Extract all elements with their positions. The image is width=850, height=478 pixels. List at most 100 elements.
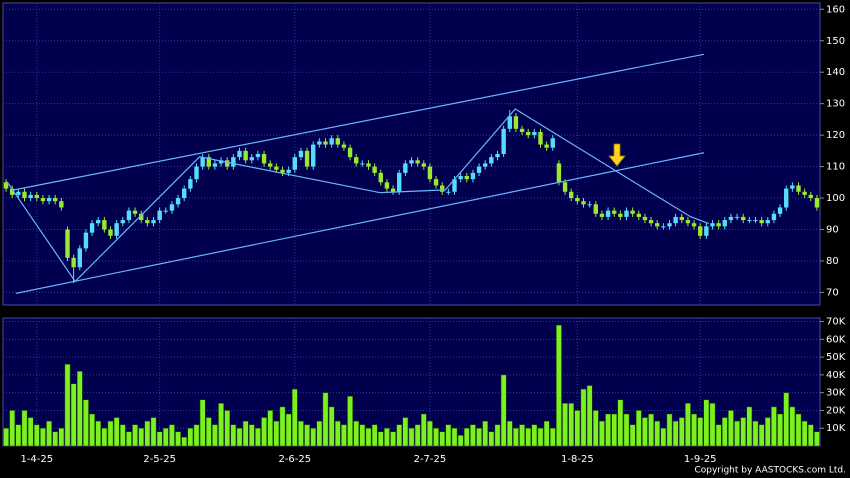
candle-body bbox=[16, 191, 21, 195]
candle-body bbox=[403, 163, 408, 173]
candle-body bbox=[753, 220, 758, 222]
candle-body bbox=[65, 229, 70, 258]
volume-bar bbox=[181, 436, 188, 447]
candle-body bbox=[102, 220, 107, 230]
candle-body bbox=[274, 166, 279, 170]
volume-bar bbox=[101, 427, 108, 447]
candle-body bbox=[96, 220, 101, 224]
volume-bar bbox=[242, 420, 249, 447]
volume-bar bbox=[691, 413, 697, 447]
candle-body bbox=[108, 229, 113, 236]
candle-body bbox=[495, 154, 500, 158]
candle-body bbox=[526, 131, 531, 136]
candle-body bbox=[354, 157, 359, 164]
candle-body bbox=[151, 220, 156, 224]
volume-bar bbox=[666, 413, 673, 447]
volume-bar bbox=[427, 420, 433, 447]
volume-bar bbox=[267, 410, 274, 447]
volume-bar bbox=[721, 417, 728, 447]
candle-body bbox=[679, 216, 684, 221]
candle-body bbox=[243, 150, 248, 161]
candle-body bbox=[360, 163, 365, 165]
volume-bar bbox=[150, 417, 157, 447]
candle-body bbox=[268, 163, 273, 167]
volume-bar bbox=[9, 410, 16, 447]
candle-body bbox=[458, 176, 463, 180]
candle-body bbox=[415, 160, 420, 164]
volume-bar bbox=[629, 424, 636, 447]
volume-bar bbox=[771, 406, 777, 447]
volume-bar bbox=[728, 410, 734, 447]
volume-bar bbox=[33, 424, 40, 447]
candle-body bbox=[532, 131, 537, 136]
candle-body bbox=[685, 220, 691, 224]
x-tick-label: 2-7-25 bbox=[414, 454, 447, 465]
volume-bar bbox=[586, 385, 593, 447]
volume-bar bbox=[27, 417, 34, 447]
volume-bar bbox=[52, 431, 59, 447]
volume-bar bbox=[89, 413, 95, 447]
candle-body bbox=[648, 220, 654, 224]
volume-bar bbox=[132, 424, 138, 447]
volume-bar bbox=[230, 424, 237, 447]
candle-body bbox=[519, 128, 525, 132]
candle-body bbox=[390, 188, 396, 192]
candle-body bbox=[157, 210, 162, 221]
y-tick-label: 120 bbox=[826, 130, 845, 141]
volume-bar bbox=[672, 420, 679, 447]
volume-bar bbox=[341, 424, 347, 447]
candle-body bbox=[77, 248, 82, 268]
candle-body bbox=[802, 191, 807, 195]
candle-body bbox=[292, 157, 297, 170]
candle-body bbox=[562, 182, 568, 192]
candle-body bbox=[698, 226, 703, 236]
candle-body bbox=[372, 166, 377, 173]
y-tick-label: 140 bbox=[826, 67, 845, 78]
volume-bar bbox=[648, 413, 654, 447]
candle-body bbox=[132, 210, 138, 214]
volume-bar bbox=[758, 424, 765, 447]
x-tick-label: 1-9-25 bbox=[684, 454, 717, 465]
candle-body bbox=[624, 210, 629, 217]
candle-body bbox=[10, 188, 15, 195]
volume-bar bbox=[359, 424, 366, 447]
volume-bar bbox=[83, 399, 89, 447]
candle-body bbox=[114, 223, 119, 236]
y-tick-label: 100 bbox=[826, 193, 845, 204]
volume-bar bbox=[113, 417, 120, 447]
y-tick-label: 60K bbox=[826, 334, 846, 345]
candle-body bbox=[384, 182, 390, 189]
candle-body bbox=[218, 160, 224, 164]
candle-body bbox=[636, 213, 641, 217]
candle-body bbox=[145, 220, 150, 224]
volume-bar bbox=[248, 424, 255, 447]
y-tick-label: 70 bbox=[826, 287, 839, 298]
volume-bar bbox=[126, 431, 132, 447]
candle-body bbox=[249, 157, 254, 161]
volume-bar bbox=[795, 413, 802, 447]
trend-line bbox=[15, 152, 705, 294]
candle-body bbox=[667, 223, 672, 227]
y-tick-label: 70K bbox=[826, 317, 846, 328]
volume-bar bbox=[193, 424, 200, 447]
price-panel bbox=[2, 2, 821, 306]
volume-bar bbox=[789, 406, 796, 447]
volume-bar bbox=[611, 413, 618, 447]
candle-body bbox=[40, 198, 46, 202]
candle-body bbox=[722, 220, 727, 227]
candle-body bbox=[433, 179, 439, 186]
candle-body bbox=[470, 172, 476, 180]
volume-bar bbox=[316, 420, 323, 447]
candle-body bbox=[89, 223, 95, 233]
volume-bar bbox=[783, 392, 790, 447]
candle-body bbox=[225, 160, 230, 167]
volume-bar bbox=[334, 420, 341, 447]
volume-bar bbox=[531, 424, 538, 447]
volume-bar bbox=[801, 420, 808, 447]
trend-line bbox=[13, 53, 705, 191]
volume-bar bbox=[384, 427, 390, 447]
volume-bar bbox=[187, 427, 194, 447]
candle-body bbox=[440, 185, 445, 192]
candle-body bbox=[710, 223, 715, 227]
candle-body bbox=[83, 232, 89, 249]
